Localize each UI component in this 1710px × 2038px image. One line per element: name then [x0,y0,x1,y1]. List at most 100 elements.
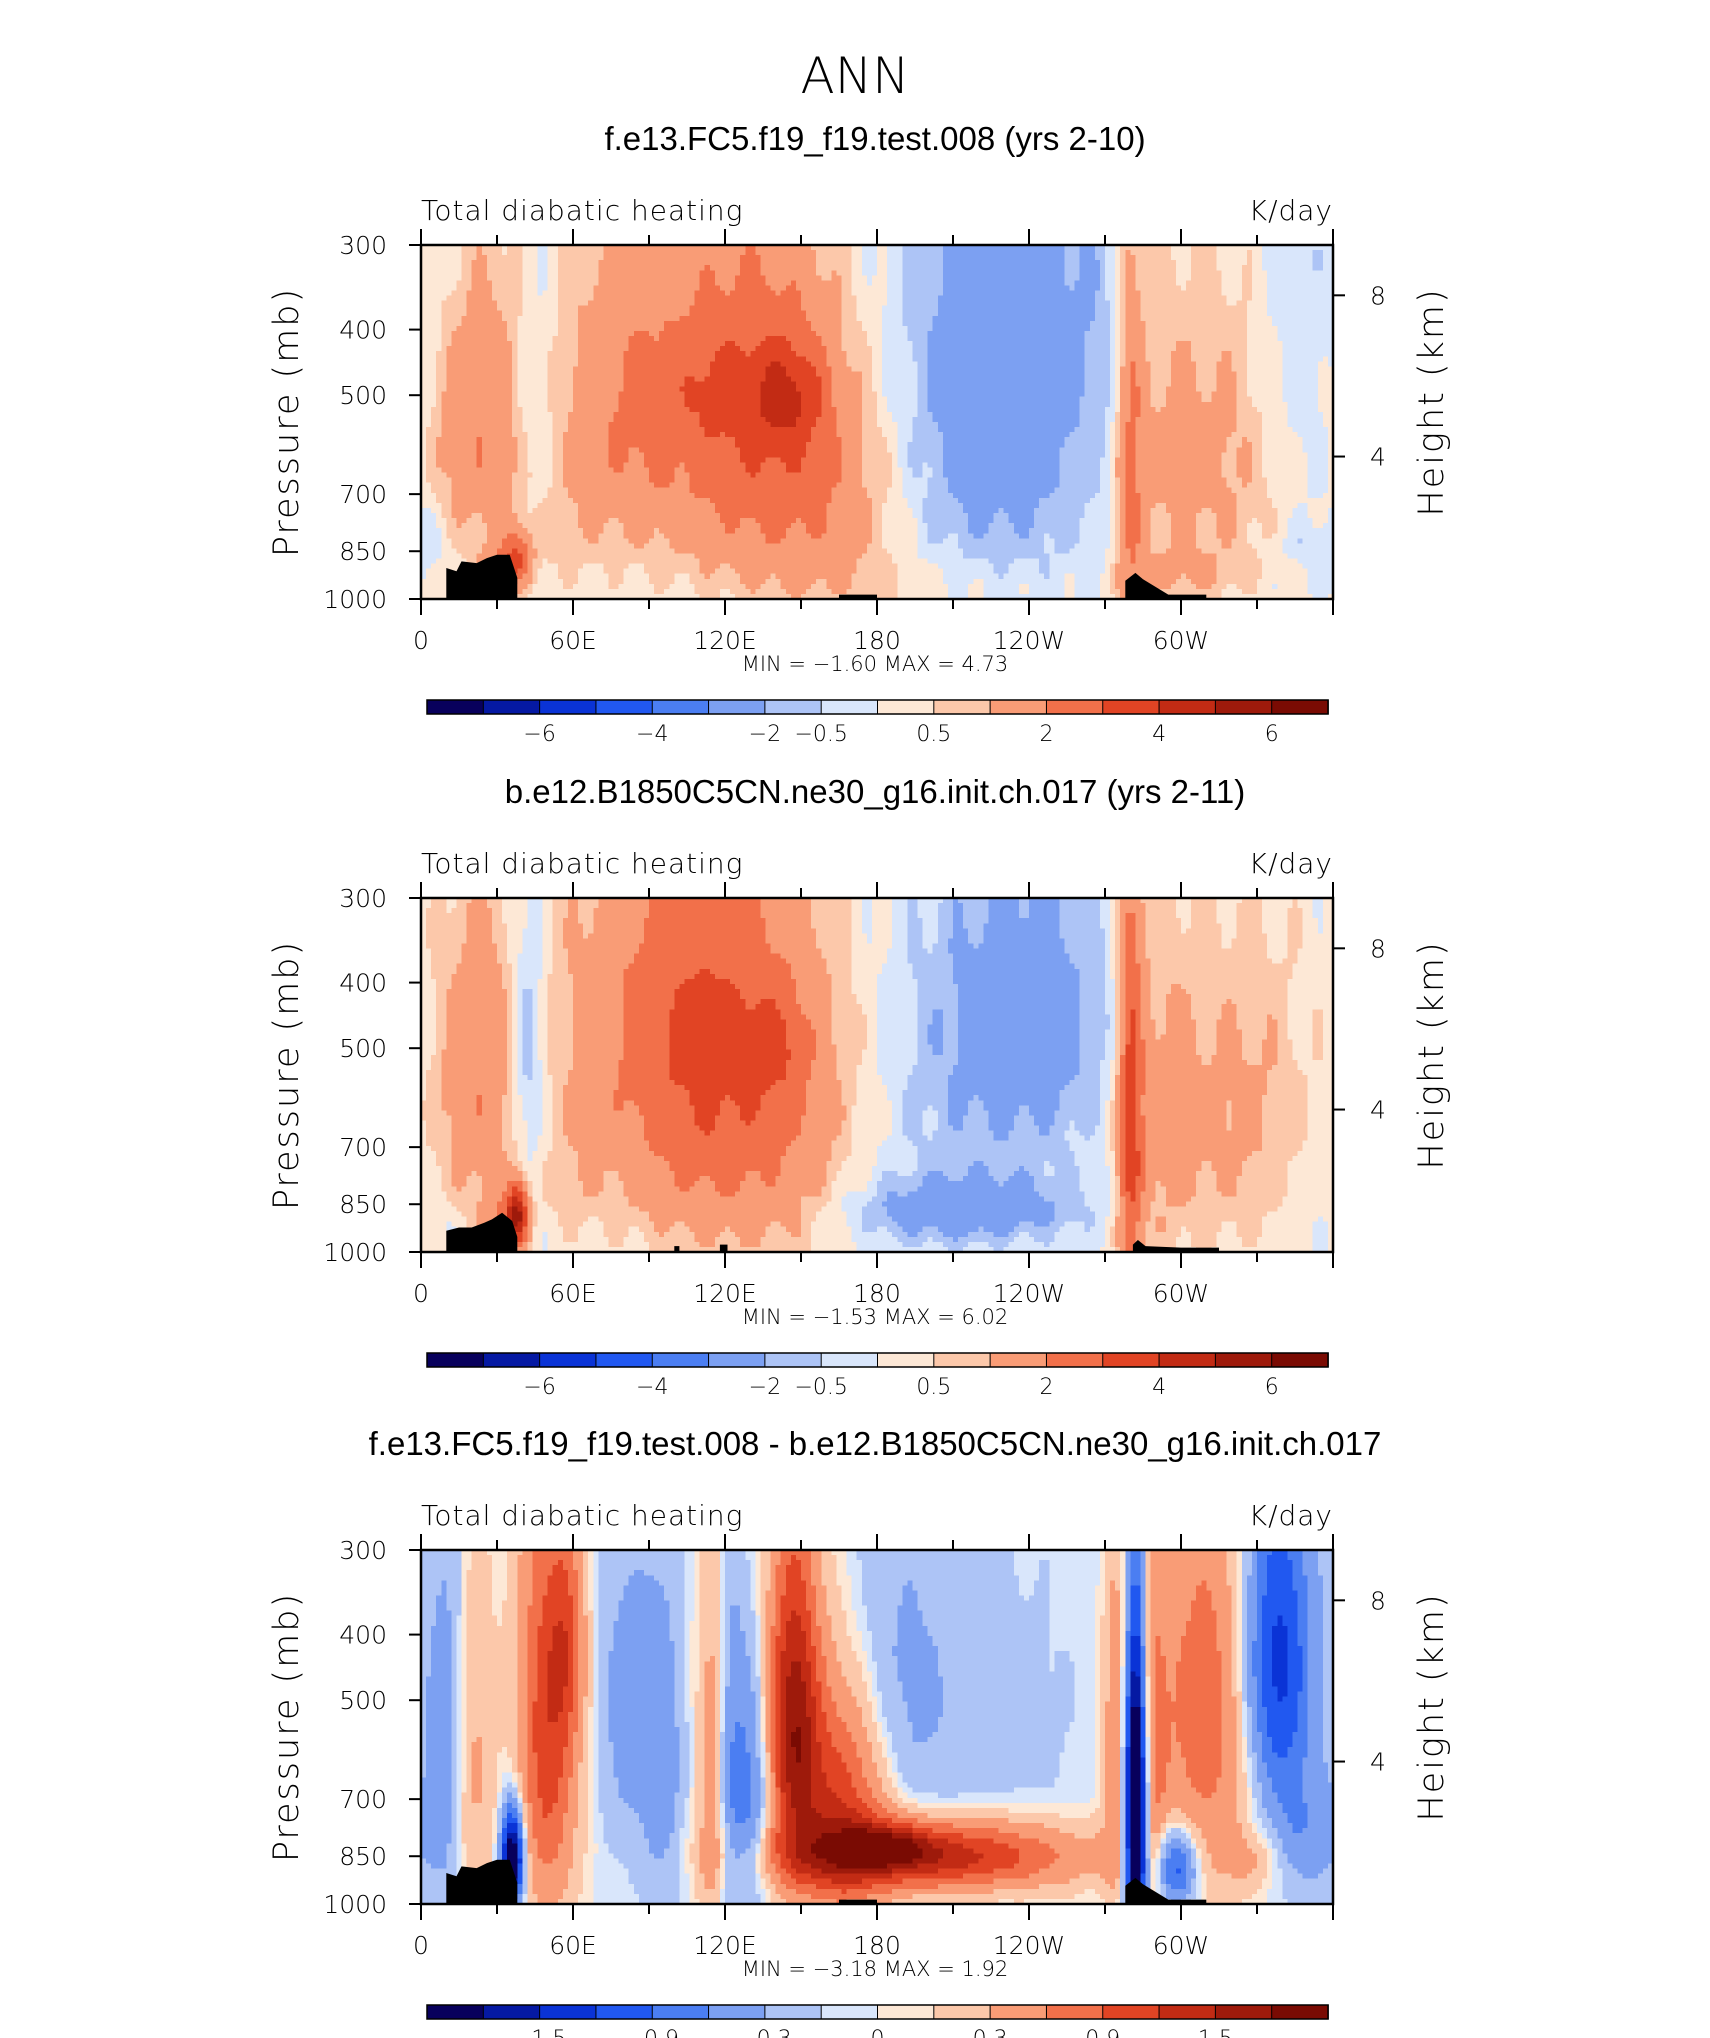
field-cell [558,321,564,327]
field-cell [477,275,483,281]
field-cell [766,255,772,261]
field-cell [497,316,503,322]
field-cell [887,331,893,337]
field-cell [462,326,468,332]
field-cell [1277,260,1283,266]
field-cell [842,285,848,291]
field-cell [568,341,574,347]
field-cell [786,255,792,261]
field-cell [801,255,807,261]
field-cell [771,275,777,281]
field-cell [603,296,609,302]
field-cell [1059,260,1065,266]
field-cell [522,301,528,307]
field-cell [1252,361,1258,367]
field-cell [1075,351,1081,357]
field-cell [766,356,772,362]
field-cell [821,321,827,327]
field-cell [614,306,620,312]
field-cell [1115,260,1121,266]
field-cell [1237,255,1243,261]
field-cell [948,250,954,256]
field-cell [1181,306,1187,312]
field-cell [816,285,822,291]
field-cell [451,366,457,372]
field-cell [695,336,701,342]
field-cell [826,275,832,281]
field-cell [1308,336,1314,342]
field-cell [624,356,630,362]
field-cell [1014,361,1020,367]
field-cell [654,260,660,266]
field-cell [1100,285,1106,291]
field-cell [715,326,721,332]
field-cell [953,301,959,307]
field-cell [522,260,528,266]
field-cell [1100,270,1106,276]
field-cell [583,361,589,367]
field-cell [1125,301,1131,307]
field-cell [994,361,1000,367]
field-cell [943,366,949,372]
field-cell [983,346,989,352]
field-cell [847,361,853,367]
field-cell [852,321,858,327]
field-cell [451,296,457,302]
field-cell [679,331,685,337]
field-cell [842,265,848,271]
field-cell [1156,351,1162,357]
field-cell [527,356,533,362]
field-cell [603,255,609,261]
field-cell [1080,341,1086,347]
field-cell [887,336,893,342]
field-cell [1105,341,1111,347]
field-cell [1303,270,1309,276]
field-cell [1318,366,1324,372]
field-cell [1034,326,1040,332]
field-cell [578,351,584,357]
field-cell [634,265,640,271]
field-cell [897,371,903,377]
field-cell [1135,291,1141,297]
field-cell [608,275,614,281]
field-cell [928,301,934,307]
field-cell [857,346,863,352]
field-cell [836,331,842,337]
field-cell [791,255,797,261]
field-cell [1176,321,1182,327]
field-cell [771,306,777,312]
field-cell [867,311,873,317]
field-cell [1110,316,1116,322]
field-cell [1034,351,1040,357]
field-cell [543,306,549,312]
field-cell [1029,351,1035,357]
field-cell [1201,321,1207,327]
field-cell [1120,296,1126,302]
field-cell [705,346,711,352]
field-cell [999,346,1005,352]
field-cell [1196,321,1202,327]
field-cell [912,291,918,297]
field-cell [705,285,711,291]
field-cell [1014,311,1020,317]
field-cell [1009,275,1015,281]
field-cell [538,366,544,372]
field-cell [928,331,934,337]
field-cell [948,285,954,291]
field-cell [912,306,918,312]
field-cell [512,296,518,302]
field-cell [786,336,792,342]
field-cell [669,331,675,337]
field-cell [573,351,579,357]
field-cell [1292,280,1298,286]
field-cell [1009,336,1015,342]
field-cell [1227,331,1233,337]
field-cell [978,265,984,271]
field-cell [644,270,650,276]
field-cell [1267,361,1273,367]
field-cell [953,255,959,261]
field-cell [1115,255,1121,261]
field-cell [948,321,954,327]
field-cell [431,316,437,322]
field-cell [1277,270,1283,276]
